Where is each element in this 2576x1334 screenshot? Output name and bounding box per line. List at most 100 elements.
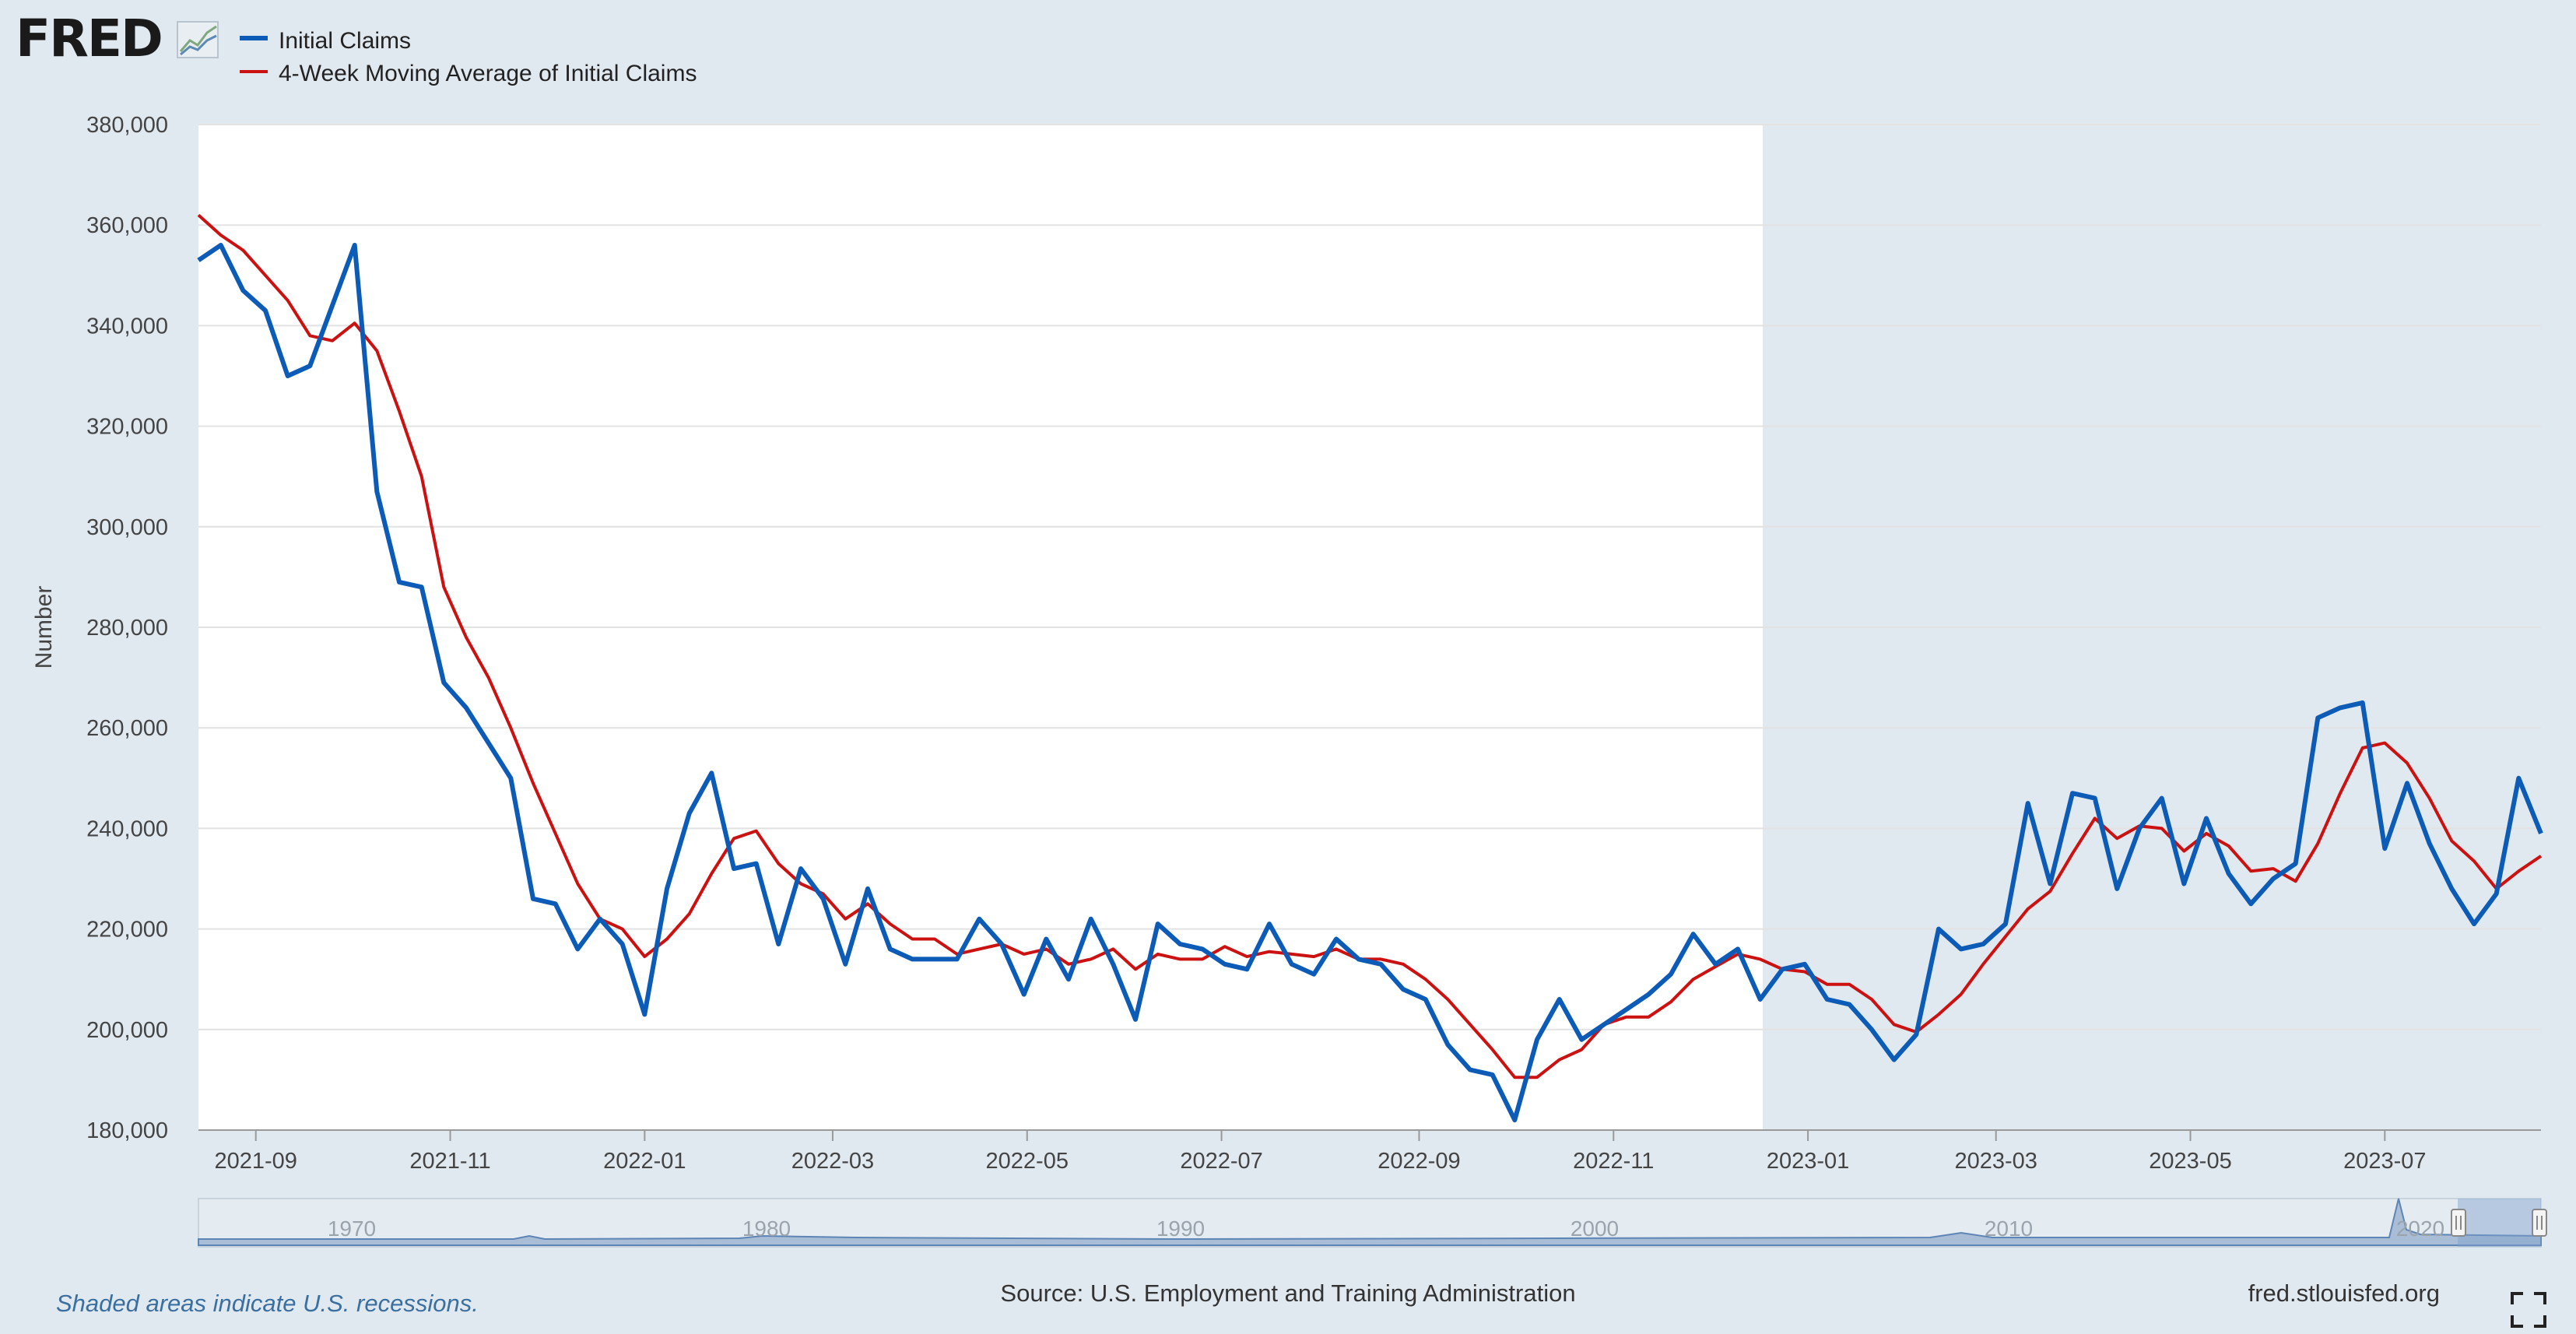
data-point[interactable] (2116, 888, 2118, 890)
data-point[interactable] (844, 964, 846, 965)
data-point[interactable] (1023, 953, 1025, 955)
data-point[interactable] (1670, 1001, 1672, 1002)
data-point[interactable] (1915, 1034, 1917, 1035)
data-point[interactable] (867, 888, 869, 890)
data-point[interactable] (599, 918, 601, 920)
data-point[interactable] (2295, 863, 2297, 865)
data-point[interactable] (1781, 968, 1783, 970)
series-line[interactable] (197, 243, 2543, 1123)
data-point[interactable] (733, 837, 735, 839)
data-point[interactable] (1804, 964, 1806, 965)
data-point[interactable] (2094, 818, 2096, 820)
data-point[interactable] (1648, 1016, 1649, 1018)
data-point[interactable] (1068, 964, 1069, 965)
data-point[interactable] (2362, 702, 2364, 704)
data-point[interactable] (1648, 994, 1649, 995)
data-point[interactable] (220, 244, 222, 246)
site-link[interactable]: fred.stlouisfed.org (2248, 1280, 2440, 1307)
data-point[interactable] (1982, 943, 1984, 945)
data-point[interactable] (1246, 956, 1248, 957)
data-point[interactable] (443, 682, 444, 683)
series-line[interactable] (197, 213, 2543, 1079)
data-point[interactable] (777, 943, 779, 945)
data-point[interactable] (1469, 1069, 1471, 1071)
data-point[interactable] (1313, 974, 1314, 975)
data-point[interactable] (911, 939, 913, 940)
data-point[interactable] (421, 586, 423, 588)
data-point[interactable] (1224, 964, 1226, 965)
data-point[interactable] (2384, 742, 2385, 744)
data-point[interactable] (1202, 958, 1203, 960)
data-point[interactable] (2206, 818, 2207, 820)
data-point[interactable] (1982, 964, 1984, 965)
data-point[interactable] (532, 898, 534, 900)
data-point[interactable] (2295, 880, 2297, 882)
data-point[interactable] (242, 290, 244, 291)
data-point[interactable] (1447, 1044, 1448, 1045)
data-point[interactable] (1626, 1009, 1627, 1010)
data-point[interactable] (1112, 964, 1114, 965)
data-point[interactable] (1291, 964, 1293, 965)
data-point[interactable] (1893, 1023, 1895, 1025)
data-point[interactable] (1626, 1016, 1627, 1018)
data-point[interactable] (2228, 845, 2230, 847)
data-point[interactable] (711, 772, 712, 774)
data-point[interactable] (1492, 1049, 1493, 1051)
data-point[interactable] (2027, 802, 2029, 804)
data-point[interactable] (2451, 841, 2452, 842)
data-point[interactable] (2518, 778, 2519, 779)
data-point[interactable] (1090, 958, 1092, 960)
data-point[interactable] (510, 727, 511, 728)
data-point[interactable] (666, 888, 668, 890)
data-point[interactable] (2317, 843, 2318, 844)
data-point[interactable] (2339, 792, 2341, 794)
data-point[interactable] (2139, 827, 2140, 829)
data-point[interactable] (1135, 968, 1136, 970)
data-point[interactable] (1425, 978, 1427, 980)
data-point[interactable] (1760, 999, 1761, 1000)
data-point[interactable] (242, 250, 244, 251)
range-navigator[interactable]: 1970 1980 1990 2000 2010 2020 (198, 1198, 2547, 1248)
data-point[interactable] (1045, 948, 1047, 950)
data-point[interactable] (844, 918, 846, 920)
data-point[interactable] (2384, 848, 2385, 849)
data-point[interactable] (398, 410, 400, 412)
fred-logo[interactable]: FRED (16, 9, 219, 68)
data-point[interactable] (1536, 1076, 1538, 1078)
data-point[interactable] (1536, 1039, 1538, 1041)
data-point[interactable] (1179, 958, 1181, 960)
data-point[interactable] (2272, 868, 2274, 869)
data-point[interactable] (398, 581, 400, 583)
data-point[interactable] (2250, 870, 2251, 872)
data-point[interactable] (956, 958, 958, 960)
data-point[interactable] (1269, 923, 1270, 925)
data-point[interactable] (2362, 747, 2364, 749)
data-point[interactable] (1246, 968, 1248, 970)
data-point[interactable] (823, 898, 824, 900)
data-point[interactable] (711, 873, 712, 875)
data-point[interactable] (890, 923, 891, 925)
data-point[interactable] (1804, 971, 1806, 973)
data-point[interactable] (1893, 1059, 1895, 1061)
data-point[interactable] (309, 365, 311, 367)
data-point[interactable] (2451, 888, 2452, 890)
data-point[interactable] (2072, 853, 2073, 855)
data-point[interactable] (2094, 798, 2096, 799)
data-point[interactable] (1938, 1013, 1939, 1015)
data-point[interactable] (934, 958, 935, 960)
data-point[interactable] (1514, 1076, 1515, 1078)
data-point[interactable] (1603, 1023, 1605, 1025)
data-point[interactable] (2540, 855, 2542, 857)
data-point[interactable] (2072, 792, 2073, 794)
data-point[interactable] (1135, 1019, 1136, 1020)
data-point[interactable] (1960, 948, 1962, 950)
data-point[interactable] (332, 305, 333, 307)
data-point[interactable] (2005, 936, 2006, 937)
data-point[interactable] (376, 491, 377, 493)
data-point[interactable] (1737, 948, 1739, 950)
data-point[interactable] (1402, 964, 1404, 965)
data-point[interactable] (488, 677, 490, 679)
data-point[interactable] (532, 782, 534, 784)
data-point[interactable] (465, 707, 467, 708)
data-point[interactable] (1871, 999, 1872, 1000)
